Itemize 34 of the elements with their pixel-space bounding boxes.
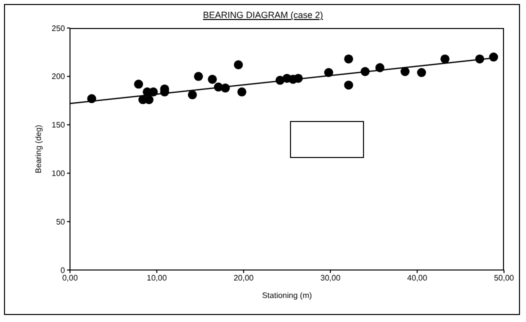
point: [220, 84, 230, 93]
point: [194, 72, 203, 81]
point: [475, 54, 484, 64]
point: [188, 90, 197, 100]
x-tick-label: 20,00: [234, 274, 254, 283]
y-tick-label: 150: [52, 120, 66, 130]
y-tick-label: 100: [52, 169, 66, 178]
x-tick-label: 10,00: [146, 274, 168, 283]
y-tick-label: 50: [56, 217, 66, 226]
point: [237, 87, 246, 96]
point: [87, 94, 96, 104]
point: [400, 67, 410, 76]
point: [489, 52, 498, 62]
x-tick-label: 40,00: [407, 274, 428, 283]
point: [234, 60, 243, 70]
x-axis-title: Stationing (m): [262, 291, 312, 300]
point: [344, 80, 354, 90]
x-tick-label: 50,00: [494, 274, 515, 283]
y-tick-label: 0: [60, 266, 66, 275]
point: [417, 68, 426, 78]
point: [344, 54, 354, 64]
y-tick-label: 250: [52, 24, 66, 33]
x-tick-label: 30,00: [320, 274, 341, 283]
point: [360, 67, 370, 76]
x-tick-label: 0,00: [62, 274, 78, 283]
point: [324, 68, 334, 78]
chart-title: BEARING DIAGRAM (case 2): [202, 10, 324, 20]
point: [440, 54, 450, 64]
y-axis-title: Bearing (deg): [34, 124, 43, 174]
y-tick-label: 200: [52, 72, 66, 82]
point: [294, 74, 303, 83]
point: [134, 80, 144, 89]
point: [208, 74, 217, 84]
point: [375, 63, 384, 72]
